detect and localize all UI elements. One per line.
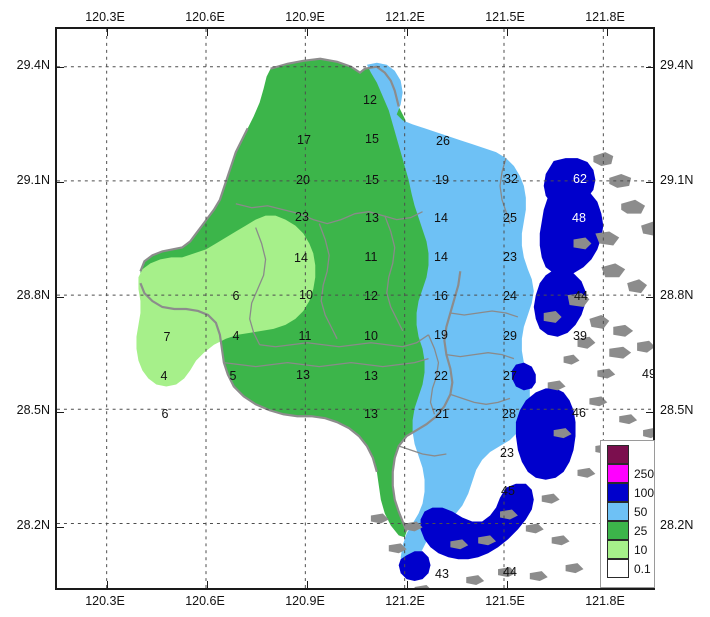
tick-top bbox=[407, 29, 408, 36]
x-axis-label-bottom: 120.6E bbox=[185, 594, 225, 608]
y-axis-label-left: 29.1N bbox=[16, 173, 50, 187]
map-canvas bbox=[57, 29, 653, 588]
y-axis-label-right: 28.8N bbox=[660, 288, 694, 302]
tick-top bbox=[307, 29, 308, 36]
tick-top bbox=[107, 29, 108, 36]
x-axis-label-top: 120.9E bbox=[285, 10, 325, 24]
tick-top bbox=[507, 29, 508, 36]
y-axis-label-left: 28.5N bbox=[16, 403, 50, 417]
x-axis-label-bottom: 121.2E bbox=[385, 594, 425, 608]
y-axis-label-right: 28.5N bbox=[660, 403, 694, 417]
x-axis-label-bottom: 121.5E bbox=[485, 594, 525, 608]
contour-band-100-sw-tip bbox=[398, 551, 431, 582]
precipitation-legend: 250 100 50 25 10 0.1 bbox=[600, 440, 655, 588]
x-axis-label-top: 120.6E bbox=[185, 10, 225, 24]
legend-label: 10 bbox=[634, 542, 648, 557]
tick-bottom bbox=[307, 581, 308, 588]
tick-bottom bbox=[207, 581, 208, 588]
tick-top bbox=[207, 29, 208, 36]
contour-band-100-mid bbox=[539, 183, 604, 276]
y-axis-label-right: 29.1N bbox=[660, 173, 694, 187]
legend-row: 25 bbox=[607, 521, 654, 540]
contour-band-100-peninsula bbox=[420, 483, 534, 560]
tick-bottom bbox=[507, 581, 508, 588]
legend-row: 10 bbox=[607, 540, 654, 559]
y-axis-label-left: 29.4N bbox=[16, 58, 50, 72]
legend-label: 100 bbox=[634, 485, 655, 500]
legend-swatch bbox=[607, 521, 629, 540]
contour-band-100-spur bbox=[511, 362, 536, 391]
legend-label: 25 bbox=[634, 523, 648, 538]
y-axis-label-left: 28.2N bbox=[16, 518, 50, 532]
tick-left bbox=[57, 67, 64, 68]
legend-swatch bbox=[607, 483, 629, 502]
legend-swatch bbox=[607, 502, 629, 521]
tick-bottom bbox=[107, 581, 108, 588]
legend-row bbox=[607, 445, 654, 464]
admin-borders bbox=[223, 157, 519, 457]
legend-swatch bbox=[607, 464, 629, 483]
legend-label: 0.1 bbox=[634, 561, 651, 576]
tick-right bbox=[646, 67, 653, 68]
tick-right bbox=[646, 182, 653, 183]
contour-band-10 bbox=[136, 215, 316, 387]
x-axis-label-top: 120.3E bbox=[85, 10, 125, 24]
x-axis-label-top: 121.8E bbox=[585, 10, 625, 24]
legend-label: 250 bbox=[634, 466, 655, 481]
tick-left bbox=[57, 412, 64, 413]
tick-bottom bbox=[407, 581, 408, 588]
legend-row: 250 bbox=[607, 464, 654, 483]
legend-row: 50 bbox=[607, 502, 654, 521]
legend-swatch bbox=[607, 445, 629, 464]
contour-band-50 bbox=[366, 62, 534, 578]
x-axis-label-bottom: 121.8E bbox=[585, 594, 625, 608]
x-axis-label-bottom: 120.3E bbox=[85, 594, 125, 608]
coastline-outline bbox=[139, 57, 462, 532]
tick-left bbox=[57, 527, 64, 528]
tick-right bbox=[646, 297, 653, 298]
map-plot-area: 12 17 15 26 32 62 20 15 19 23 13 14 25 48 14 11 14 23 6 10 1… bbox=[55, 27, 655, 590]
y-axis-label-left: 28.8N bbox=[16, 288, 50, 302]
y-axis-label-right: 28.2N bbox=[660, 518, 694, 532]
y-axis-label-right: 29.4N bbox=[660, 58, 694, 72]
tick-left bbox=[57, 182, 64, 183]
tick-right bbox=[646, 412, 653, 413]
legend-row: 0.1 bbox=[607, 559, 654, 578]
tick-left bbox=[57, 297, 64, 298]
legend-label: 50 bbox=[634, 504, 648, 519]
legend-swatch bbox=[607, 559, 629, 578]
tick-top bbox=[607, 29, 608, 36]
coastline-islands bbox=[370, 152, 653, 588]
x-axis-label-top: 121.2E bbox=[385, 10, 425, 24]
legend-swatch bbox=[607, 540, 629, 559]
x-axis-label-top: 121.5E bbox=[485, 10, 525, 24]
legend-row: 100 bbox=[607, 483, 654, 502]
x-axis-label-bottom: 120.9E bbox=[285, 594, 325, 608]
contour-band-100-south bbox=[515, 388, 576, 480]
